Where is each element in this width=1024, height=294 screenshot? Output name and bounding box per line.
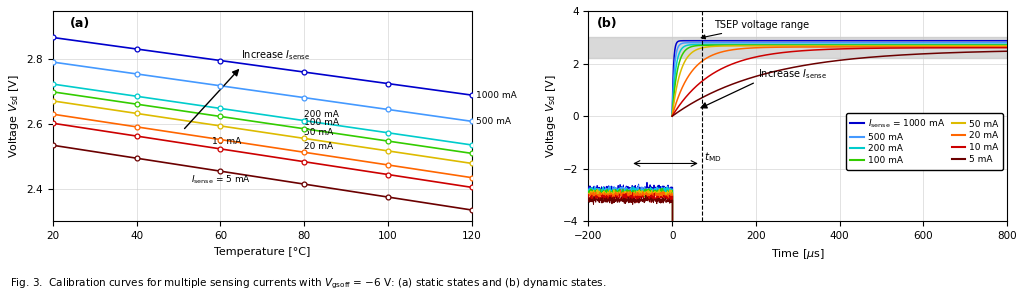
- Y-axis label: Voltage $V_{\rm sd}$ [V]: Voltage $V_{\rm sd}$ [V]: [544, 74, 558, 158]
- Text: 20 mA: 20 mA: [304, 142, 333, 151]
- Text: Increase $I_{\rm sense}$: Increase $I_{\rm sense}$: [758, 67, 827, 81]
- Text: $t_{\rm MD}$: $t_{\rm MD}$: [703, 150, 721, 164]
- Text: 200 mA: 200 mA: [304, 110, 339, 119]
- Legend: $I_{\rm sense}$ = 1000 mA, 500 mA, 200 mA, 100 mA, 50 mA, 20 mA, 10 mA, 5 mA: $I_{\rm sense}$ = 1000 mA, 500 mA, 200 m…: [846, 113, 1002, 170]
- Text: (b): (b): [597, 17, 617, 30]
- Text: 10 mA: 10 mA: [212, 137, 242, 146]
- Text: Fig. 3.  Calibration curves for multiple sensing currents with $V_{\rm gsoff}$ =: Fig. 3. Calibration curves for multiple …: [10, 277, 606, 291]
- Text: 50 mA: 50 mA: [304, 128, 334, 137]
- X-axis label: Time [$\mu$s]: Time [$\mu$s]: [771, 247, 824, 260]
- X-axis label: Temperature [°C]: Temperature [°C]: [214, 247, 310, 257]
- Text: $I_{\rm sense}$ = 5 mA: $I_{\rm sense}$ = 5 mA: [191, 174, 251, 186]
- Text: (a): (a): [70, 17, 90, 30]
- Bar: [589, 37, 1008, 58]
- Text: 500 mA: 500 mA: [476, 117, 511, 126]
- Text: 100 mA: 100 mA: [304, 118, 339, 127]
- Text: Increase $I_{\rm sense}$: Increase $I_{\rm sense}$: [242, 48, 310, 62]
- Y-axis label: Voltage $V_{\rm sd}$ [V]: Voltage $V_{\rm sd}$ [V]: [7, 74, 20, 158]
- Text: TSEP voltage range: TSEP voltage range: [701, 20, 809, 39]
- Text: 1000 mA: 1000 mA: [476, 91, 516, 100]
